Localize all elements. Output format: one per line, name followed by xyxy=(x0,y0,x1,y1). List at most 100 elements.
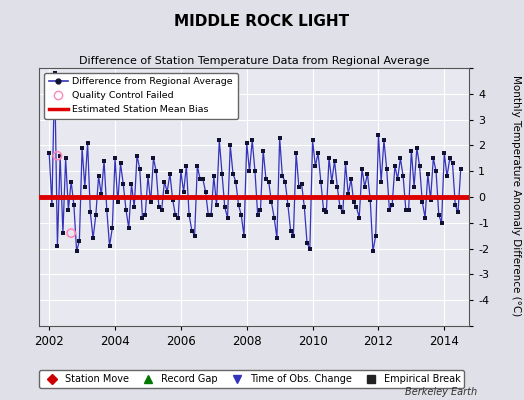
Point xyxy=(300,204,309,210)
Point xyxy=(243,140,251,146)
Point xyxy=(438,220,446,226)
Point xyxy=(97,191,105,198)
Point xyxy=(283,202,292,208)
Point xyxy=(454,209,462,216)
Legend: Difference from Regional Average, Quality Control Failed, Estimated Station Mean: Difference from Regional Average, Qualit… xyxy=(44,73,238,119)
Point xyxy=(67,230,75,236)
Point xyxy=(229,170,237,177)
Point xyxy=(127,181,136,187)
Point xyxy=(64,207,72,213)
Point xyxy=(234,202,243,208)
Point xyxy=(339,209,347,216)
Point xyxy=(48,202,56,208)
Point xyxy=(199,176,207,182)
Point xyxy=(289,232,298,239)
Point xyxy=(396,155,405,162)
Point xyxy=(152,168,160,174)
Point xyxy=(267,199,276,205)
Point xyxy=(103,207,111,213)
Point xyxy=(352,204,361,210)
Point xyxy=(391,163,399,169)
Point xyxy=(314,150,322,156)
Point xyxy=(174,214,182,221)
Point xyxy=(245,168,254,174)
Point xyxy=(355,214,364,221)
Point xyxy=(350,199,358,205)
Point xyxy=(418,199,427,205)
Point xyxy=(405,207,413,213)
Point xyxy=(160,178,169,185)
Point xyxy=(210,173,218,180)
Point xyxy=(155,204,163,210)
Point xyxy=(130,204,138,210)
Point xyxy=(311,163,320,169)
Point xyxy=(270,214,278,221)
Point xyxy=(276,134,284,141)
Point xyxy=(196,176,204,182)
Point xyxy=(341,160,350,167)
Point xyxy=(75,238,83,244)
Point xyxy=(136,166,144,172)
Point xyxy=(347,176,355,182)
Point xyxy=(385,207,394,213)
Point xyxy=(443,173,451,180)
Point xyxy=(78,145,86,151)
Point xyxy=(407,147,416,154)
Point xyxy=(440,150,449,156)
Point xyxy=(305,245,314,252)
Point xyxy=(111,155,119,162)
Point xyxy=(108,225,116,231)
Point xyxy=(204,212,213,218)
Point xyxy=(319,207,328,213)
Point xyxy=(83,140,92,146)
Point xyxy=(251,168,259,174)
Point xyxy=(380,137,388,144)
Point xyxy=(363,170,372,177)
Point xyxy=(92,212,100,218)
Point xyxy=(147,199,155,205)
Point xyxy=(144,173,152,180)
Point xyxy=(294,184,303,190)
Point xyxy=(171,212,180,218)
Point xyxy=(45,150,53,156)
Point xyxy=(410,184,418,190)
Point xyxy=(141,212,149,218)
Point xyxy=(336,204,344,210)
Point xyxy=(114,199,122,205)
Point xyxy=(158,207,166,213)
Point xyxy=(325,155,333,162)
Title: Difference of Station Temperature Data from Regional Average: Difference of Station Temperature Data f… xyxy=(79,56,429,66)
Point xyxy=(67,178,75,185)
Point xyxy=(232,178,240,185)
Point xyxy=(56,152,64,159)
Point xyxy=(333,184,342,190)
Point xyxy=(100,158,108,164)
Point xyxy=(179,189,188,195)
Point xyxy=(344,191,353,198)
Point xyxy=(50,70,59,76)
Point xyxy=(298,181,306,187)
Point xyxy=(72,248,81,254)
Point xyxy=(185,212,193,218)
Point xyxy=(261,176,270,182)
Point xyxy=(272,235,281,242)
Text: MIDDLE ROCK LIGHT: MIDDLE ROCK LIGHT xyxy=(174,14,350,29)
Point xyxy=(163,189,171,195)
Point xyxy=(223,214,232,221)
Point xyxy=(427,196,435,203)
Point xyxy=(358,166,366,172)
Point xyxy=(166,170,174,177)
Point xyxy=(434,212,443,218)
Point xyxy=(445,155,454,162)
Point xyxy=(416,163,424,169)
Point xyxy=(149,155,158,162)
Point xyxy=(265,178,273,185)
Point xyxy=(168,196,177,203)
Point xyxy=(456,166,465,172)
Point xyxy=(377,178,385,185)
Point xyxy=(388,202,396,208)
Point xyxy=(182,163,191,169)
Point xyxy=(303,240,311,247)
Point xyxy=(125,225,133,231)
Point xyxy=(316,178,325,185)
